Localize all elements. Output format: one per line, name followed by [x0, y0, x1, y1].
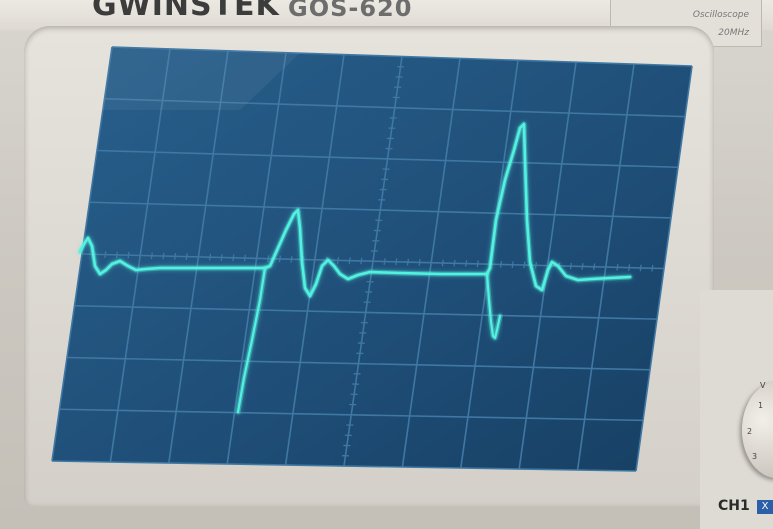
brand-logo: GWINSTEK	[92, 0, 280, 23]
channel-badge[interactable]: X	[757, 500, 773, 514]
minor-tick	[278, 255, 281, 263]
minor-tick	[220, 254, 223, 261]
minor-tick	[465, 260, 468, 267]
minor-tick	[232, 254, 235, 262]
minor-tick	[441, 259, 444, 267]
minor-tick	[383, 258, 386, 265]
screen-area	[52, 47, 692, 471]
channel-label: CH1	[718, 498, 750, 514]
minor-tick	[197, 253, 200, 261]
minor-tick	[290, 255, 293, 263]
minor-tick	[104, 251, 107, 258]
minor-tick	[162, 252, 165, 260]
screen-glare	[95, 47, 300, 110]
minor-tick	[523, 261, 526, 269]
minor-tick	[139, 252, 142, 259]
minor-tick	[360, 257, 363, 265]
minor-tick	[185, 253, 188, 261]
minor-tick	[534, 261, 538, 269]
minor-tick	[208, 253, 212, 261]
minor-tick	[336, 257, 340, 264]
minor-tick	[243, 254, 247, 262]
knob-mark-1: 1	[758, 401, 764, 410]
knob-mark-2: 2	[747, 427, 753, 436]
minor-tick	[616, 264, 619, 271]
minor-tick	[499, 261, 503, 268]
minor-tick	[174, 252, 177, 260]
knob-mark-3: 3	[752, 452, 758, 461]
minor-tick	[418, 259, 421, 266]
signal-trace	[77, 121, 633, 415]
minor-tick	[255, 254, 258, 262]
model-label: GOS-620	[288, 0, 413, 22]
minor-tick	[348, 257, 351, 265]
trace-segment	[236, 266, 267, 414]
minor-tick	[581, 263, 584, 270]
minor-tick	[313, 256, 316, 264]
minor-tick	[476, 260, 479, 268]
minor-tick	[511, 261, 514, 269]
minor-tick	[395, 258, 398, 266]
minor-tick	[604, 263, 607, 271]
grid-horizontal-line	[51, 460, 637, 472]
minor-tick	[593, 263, 596, 271]
minor-tick	[115, 251, 119, 259]
minor-tick	[430, 259, 433, 267]
minor-tick	[267, 255, 270, 263]
knob-mark-v: V	[760, 381, 766, 390]
minor-tick	[406, 258, 410, 266]
minor-tick	[453, 259, 456, 267]
minor-tick	[150, 252, 153, 260]
minor-tick	[639, 264, 642, 272]
device-subtitle: Oscilloscope	[692, 10, 749, 20]
minor-tick	[651, 264, 654, 272]
minor-tick	[569, 262, 572, 270]
trace-segment	[485, 272, 502, 340]
minor-tick	[127, 251, 130, 259]
minor-tick	[627, 264, 631, 271]
grid-horizontal-line	[111, 46, 693, 67]
bandwidth-label: 20MHz	[718, 28, 749, 38]
